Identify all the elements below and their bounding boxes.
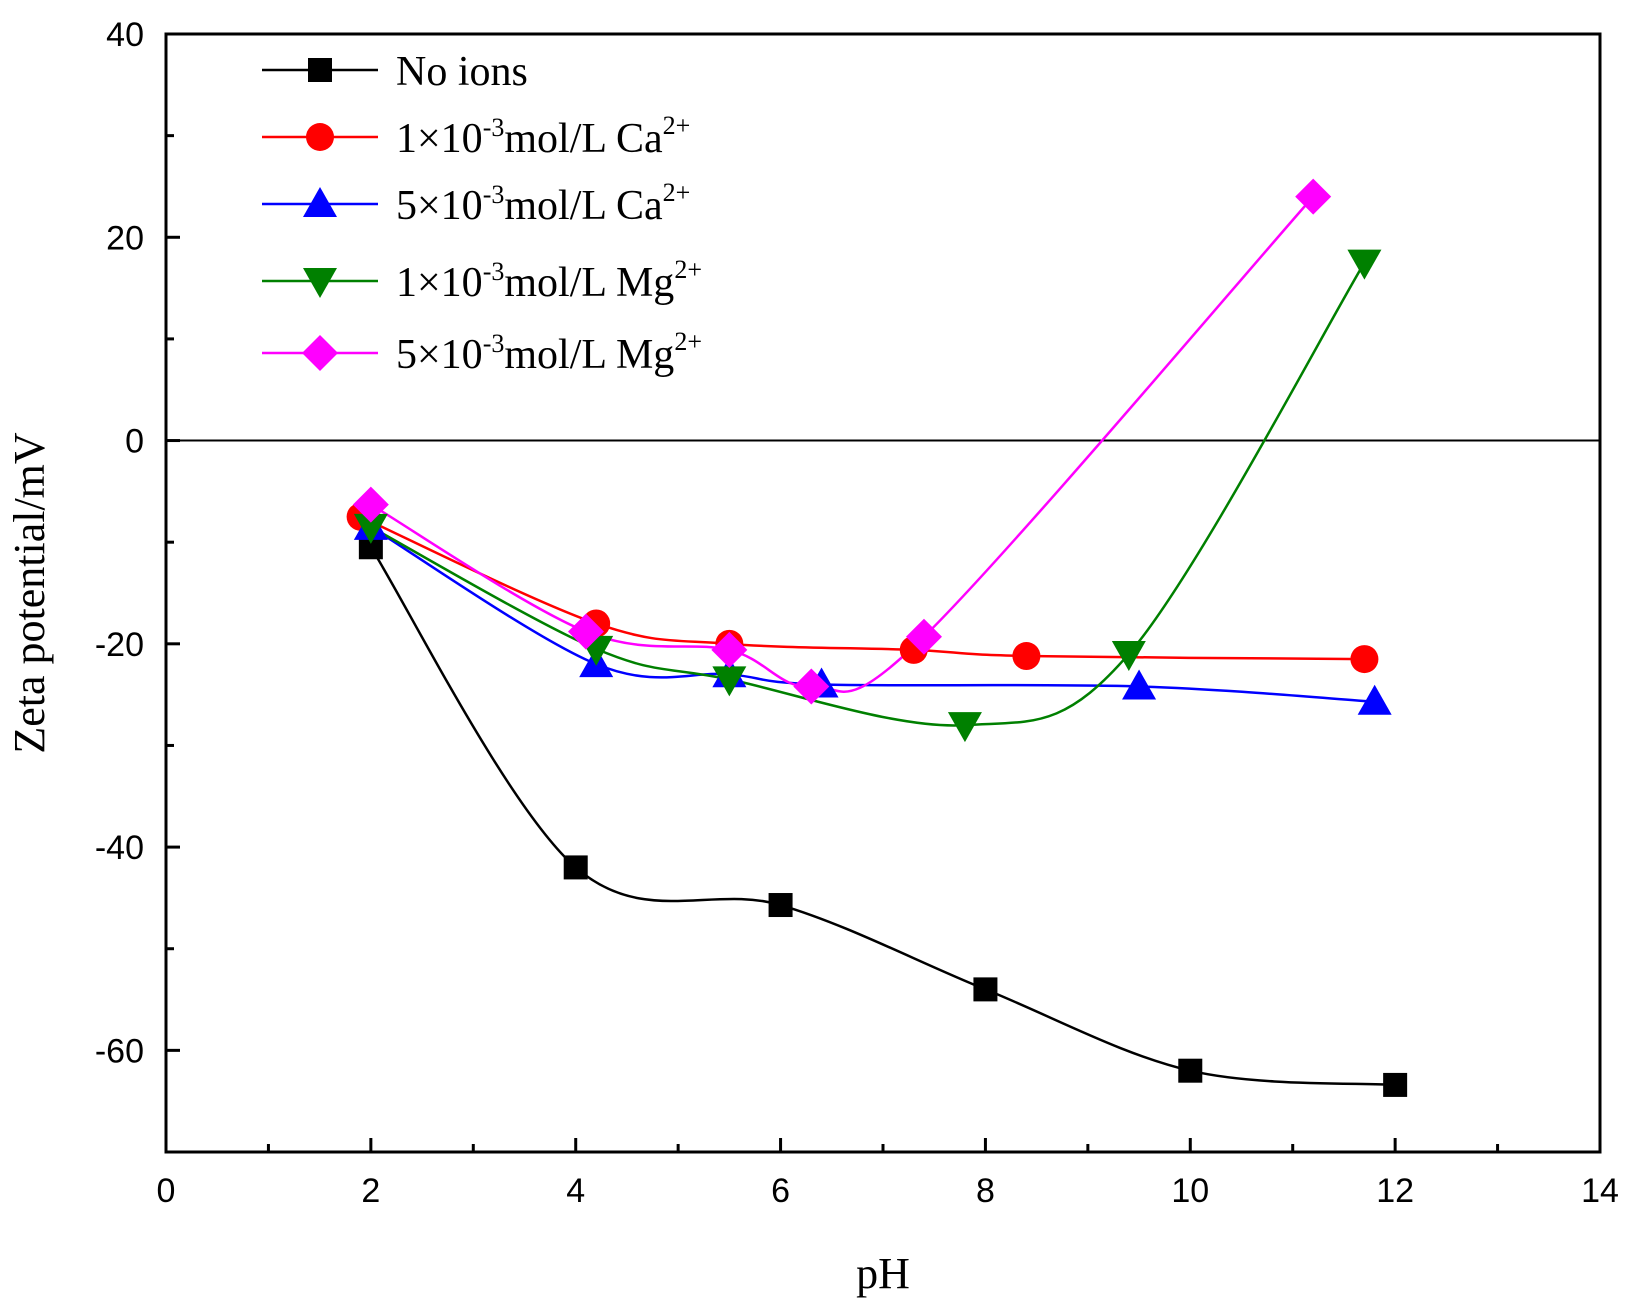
data-point-series-5 [905, 618, 942, 655]
data-point-series-5 [793, 668, 830, 705]
y-tick-label: -20 [95, 626, 144, 664]
data-point-series-4 [1347, 249, 1382, 280]
x-tick-label: 6 [771, 1172, 790, 1210]
data-point-series-3 [1357, 684, 1392, 715]
series-line-3 [370, 525, 1375, 703]
series-line-2 [360, 515, 1365, 661]
data-point-series-4 [353, 513, 388, 544]
legend-label-5: 5×10-3mol/L Mg2+ [396, 327, 702, 378]
legend-marker-2 [306, 123, 334, 151]
data-point-series-5 [567, 613, 604, 650]
data-point-series-1 [973, 977, 998, 1002]
x-tick-label: 0 [157, 1172, 176, 1210]
data-point-series-4 [1111, 640, 1146, 671]
y-tick-label: -40 [95, 829, 144, 867]
data-point-series-5 [352, 486, 389, 523]
legend-label-1: No ions [396, 49, 528, 95]
data-point-series-5 [1295, 178, 1332, 215]
data-point-series-1 [1383, 1072, 1408, 1097]
data-point-series-1 [563, 855, 588, 880]
x-tick-label: 2 [361, 1172, 380, 1210]
x-tick-label: 14 [1581, 1172, 1619, 1210]
legend-marker-3 [303, 187, 337, 217]
data-point-series-4 [947, 712, 982, 743]
y-tick-label: 20 [106, 219, 144, 257]
x-tick-label: 10 [1171, 1172, 1209, 1210]
data-point-series-2 [1350, 645, 1379, 674]
data-point-series-2 [1012, 642, 1041, 671]
series-line-4 [370, 262, 1366, 727]
legend-marker-1 [308, 58, 332, 82]
series-line-1 [369, 546, 1396, 1087]
data-point-series-1 [1178, 1058, 1203, 1083]
x-tick-label: 8 [976, 1172, 995, 1210]
data-point-series-5 [711, 631, 748, 668]
data-point-series-4 [712, 666, 747, 697]
legend-marker-5 [302, 335, 338, 371]
legend-label-2: 1×10-3mol/L Ca2+ [396, 111, 690, 162]
legend-label-4: 1×10-3mol/L Mg2+ [396, 255, 702, 306]
plot-frame [164, 32, 1602, 1154]
legend-label-3: 5×10-3mol/L Ca2+ [396, 178, 690, 229]
data-point-series-3 [1122, 669, 1157, 700]
data-point-series-1 [768, 893, 793, 918]
y-tick-label: -60 [95, 1032, 144, 1070]
x-axis-title: pH [856, 1249, 910, 1298]
x-tick-label: 12 [1376, 1172, 1414, 1210]
y-tick-label: 0 [125, 423, 144, 461]
y-axis-title: Zeta potential/mV [5, 432, 54, 754]
legend-marker-4 [303, 268, 337, 298]
y-tick-label: 40 [106, 16, 144, 54]
x-tick-label: 4 [566, 1172, 585, 1210]
